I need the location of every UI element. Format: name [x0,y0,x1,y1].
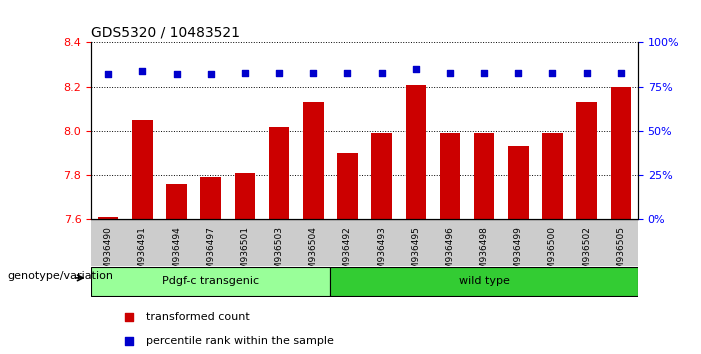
Bar [166,184,186,219]
Point [102,72,114,77]
Text: GDS5320 / 10483521: GDS5320 / 10483521 [91,26,240,40]
Text: GSM936497: GSM936497 [206,227,215,281]
Point [479,70,490,75]
Point [547,70,558,75]
Bar [337,153,358,219]
Text: GSM936493: GSM936493 [377,227,386,281]
Point [124,338,135,343]
Point [581,70,592,75]
Point [124,314,135,320]
FancyBboxPatch shape [91,267,330,296]
Bar [440,133,460,219]
Text: percentile rank within the sample: percentile rank within the sample [146,336,334,346]
Text: genotype/variation: genotype/variation [7,271,113,281]
Bar [98,217,118,219]
Point [239,70,250,75]
Text: GSM936504: GSM936504 [308,227,318,281]
Text: GSM936505: GSM936505 [616,227,625,281]
Text: GSM936499: GSM936499 [514,227,523,281]
Bar [474,133,494,219]
Bar [405,85,426,219]
Point [376,70,387,75]
Point [512,70,524,75]
Bar [508,147,529,219]
Point [410,66,421,72]
Point [308,70,319,75]
Point [205,72,217,77]
Bar [303,102,324,219]
Point [444,70,456,75]
Text: GSM936490: GSM936490 [104,227,113,281]
Text: GSM936502: GSM936502 [582,227,591,281]
Text: GSM936495: GSM936495 [411,227,421,281]
Point [342,70,353,75]
Text: Pdgf-c transgenic: Pdgf-c transgenic [162,276,259,286]
FancyBboxPatch shape [330,267,638,296]
Text: GSM936503: GSM936503 [275,227,284,281]
Bar [269,127,290,219]
Text: GSM936498: GSM936498 [479,227,489,281]
Text: GSM936494: GSM936494 [172,227,181,281]
Bar [200,177,221,219]
Point [137,68,148,74]
Text: GSM936496: GSM936496 [445,227,454,281]
Text: wild type: wild type [458,276,510,286]
Point [171,72,182,77]
Bar [611,87,631,219]
Bar [543,133,563,219]
Text: GSM936500: GSM936500 [548,227,557,281]
Text: GSM936491: GSM936491 [138,227,147,281]
Bar [576,102,597,219]
Point [615,70,627,75]
Bar [372,133,392,219]
Text: GSM936492: GSM936492 [343,227,352,281]
Text: GSM936501: GSM936501 [240,227,250,281]
Text: transformed count: transformed count [146,312,250,322]
Bar [235,173,255,219]
Point [273,70,285,75]
Bar [132,120,153,219]
